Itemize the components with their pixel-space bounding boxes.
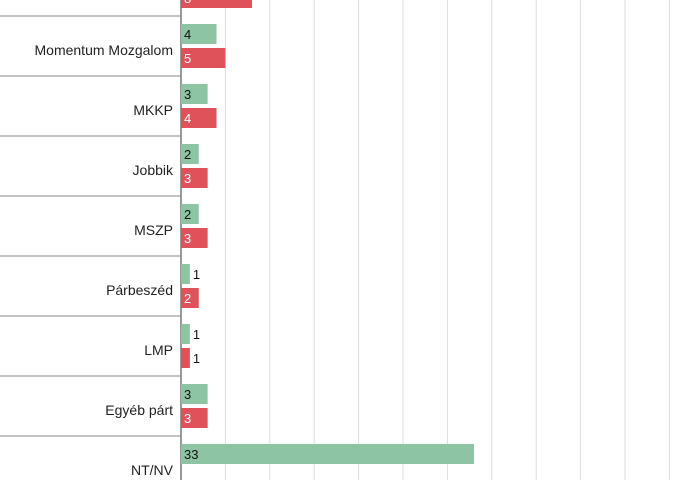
category-label: LMP: [144, 342, 173, 358]
value-label-series-1: 3: [184, 171, 191, 186]
value-label-series-0: 4: [184, 27, 191, 42]
value-label-series-0: 3: [184, 87, 191, 102]
bar-series-0: [181, 24, 217, 44]
bar-series-0: [181, 264, 190, 284]
bar-series-1: [181, 408, 208, 428]
value-label-series-1: 3: [184, 231, 191, 246]
bar-series-0: [181, 444, 475, 464]
bar-series-1: [181, 108, 217, 128]
value-label-series-1: 4: [184, 111, 191, 126]
value-label-series-1: 3: [184, 411, 191, 426]
category-label: Momentum Mozgalom: [35, 42, 174, 58]
category-label: NT/NV: [131, 462, 174, 478]
labels: Momentum Mozgalom MKKP Jobbik MSZP Párbeszéd…: [35, 0, 201, 478]
bar-series-1: [181, 168, 208, 188]
value-label-series-1: 2: [184, 291, 191, 306]
value-label-series-0: 33: [184, 447, 198, 462]
value-label-series-0: 1: [193, 327, 200, 342]
category-label: MSZP: [134, 222, 173, 238]
category-label: Párbeszéd: [106, 282, 173, 298]
bar-series-0: [181, 204, 199, 224]
bars: [181, 0, 475, 464]
bar-series-1: [181, 0, 253, 8]
bar-series-1: [181, 288, 199, 308]
value-label-series-0: 3: [184, 387, 191, 402]
value-label-series-1: 8: [184, 0, 191, 6]
bar-series-0: [181, 324, 190, 344]
bar-series-1: [181, 48, 226, 68]
value-label-series-0: 2: [184, 147, 191, 162]
category-label: MKKP: [133, 102, 173, 118]
value-label-series-0: 2: [184, 207, 191, 222]
category-label: Jobbik: [133, 162, 174, 178]
row-separators: [0, 15, 181, 437]
grid-lines: [180, 0, 670, 480]
value-label-series-0: 1: [193, 267, 200, 282]
value-label-series-1: 5: [184, 51, 191, 66]
bar-series-0: [181, 144, 199, 164]
bar-series-1: [181, 228, 208, 248]
bar-series-0: [181, 84, 208, 104]
bar-series-0: [181, 384, 208, 404]
category-label: Egyéb párt: [105, 402, 173, 418]
bar-series-1: [181, 348, 190, 368]
value-label-series-1: 1: [193, 351, 200, 366]
